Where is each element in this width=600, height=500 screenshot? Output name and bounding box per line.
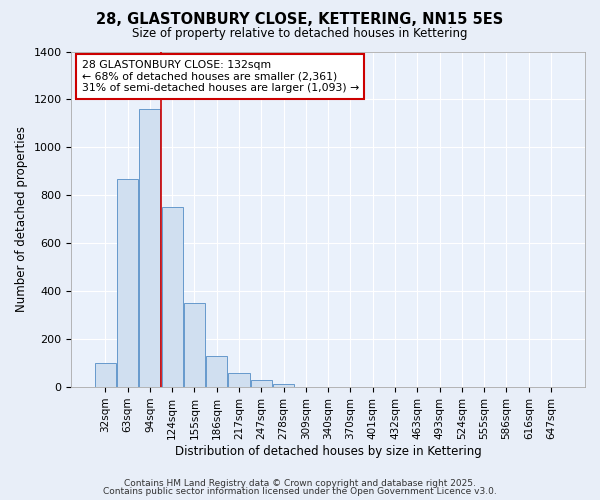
Bar — [273, 384, 294, 387]
Bar — [184, 303, 205, 387]
Bar — [95, 363, 116, 387]
Bar — [206, 356, 227, 387]
Text: Contains HM Land Registry data © Crown copyright and database right 2025.: Contains HM Land Registry data © Crown c… — [124, 478, 476, 488]
Y-axis label: Number of detached properties: Number of detached properties — [15, 126, 28, 312]
Bar — [161, 208, 183, 387]
Text: Size of property relative to detached houses in Kettering: Size of property relative to detached ho… — [132, 28, 468, 40]
Bar — [139, 109, 160, 387]
Text: 28 GLASTONBURY CLOSE: 132sqm
← 68% of detached houses are smaller (2,361)
31% of: 28 GLASTONBURY CLOSE: 132sqm ← 68% of de… — [82, 60, 359, 93]
Bar — [117, 178, 138, 387]
Text: Contains public sector information licensed under the Open Government Licence v3: Contains public sector information licen… — [103, 487, 497, 496]
X-axis label: Distribution of detached houses by size in Kettering: Distribution of detached houses by size … — [175, 444, 482, 458]
Bar — [251, 380, 272, 387]
Bar — [229, 372, 250, 387]
Text: 28, GLASTONBURY CLOSE, KETTERING, NN15 5ES: 28, GLASTONBURY CLOSE, KETTERING, NN15 5… — [97, 12, 503, 28]
